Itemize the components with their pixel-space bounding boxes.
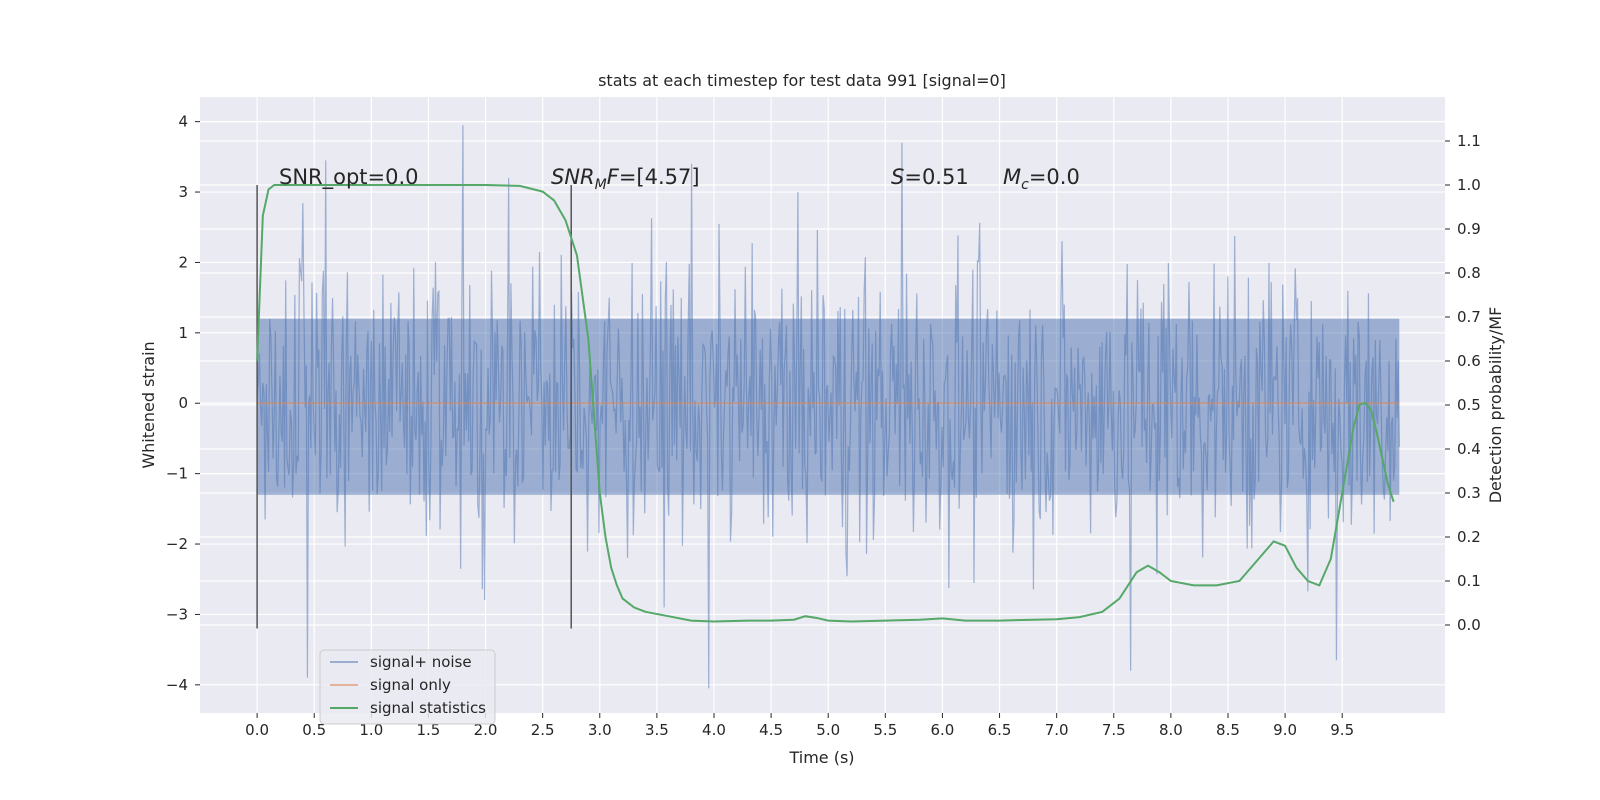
legend-label-signal-noise: signal+ noise [370, 653, 472, 671]
y-right-tick-label: 0.4 [1457, 440, 1481, 458]
y-axis-label-right: Detection probability/MF [1486, 307, 1505, 504]
legend-box [319, 649, 496, 725]
x-tick-label: 9.0 [1273, 721, 1297, 739]
vlines [256, 185, 572, 629]
legend-label-signal-only: signal only [370, 676, 451, 694]
y-right-tick-label: 0.7 [1457, 308, 1481, 326]
y-right-tick-label: 0.0 [1457, 616, 1481, 634]
annotation-snr-mf-sub: M [595, 177, 607, 193]
signal-statistics-series [256, 184, 1395, 623]
signal-noise-line [256, 125, 1400, 689]
x-tick-label: 5.5 [873, 721, 897, 739]
x-tick-label: 2.5 [531, 721, 555, 739]
y-left-tick-label: 2 [178, 253, 188, 271]
y-right-tick-label: 0.6 [1457, 352, 1481, 370]
legend-label-signal-statistics: signal statistics [370, 699, 486, 717]
x-tick-label: 6.0 [931, 721, 955, 739]
legend: signal+ noise signal only signal statist… [319, 649, 496, 725]
y-right-tick-label: 1.0 [1457, 176, 1481, 194]
x-tick-label: 5.0 [816, 721, 840, 739]
annotation-s: S=0.51 [891, 165, 969, 189]
annotation-mc-value: =0.0 [1029, 165, 1080, 189]
y-right-tick-labels: 1.1 1.0 0.9 0.8 0.7 0.6 0.5 0.4 0.3 0.2 0.1 0.0 [1445, 132, 1481, 634]
y-left-tick-label: −4 [166, 676, 188, 694]
y-right-tick-label: 1.1 [1457, 132, 1481, 150]
x-tick-label: 2.0 [474, 721, 498, 739]
y-right-tick-label: 0.3 [1457, 484, 1481, 502]
y-left-tick-label: 1 [178, 324, 188, 342]
y-left-tick-label: 3 [178, 183, 188, 201]
x-tick-label: 6.5 [988, 721, 1012, 739]
annotation-mc: Mc=0.0 [1003, 165, 1080, 193]
x-tick-label: 3.0 [588, 721, 612, 739]
x-tick-label: 0.0 [245, 721, 269, 739]
y-right-tick-label: 0.1 [1457, 572, 1481, 590]
y-right-tick-label: 0.8 [1457, 264, 1481, 282]
x-tick-label: 1.0 [359, 721, 383, 739]
y-left-tick-label: −1 [166, 465, 188, 483]
chart-title: stats at each timestep for test data 991… [598, 71, 1006, 90]
y-left-tick-label: 4 [178, 113, 188, 131]
x-tick-label: 7.5 [1102, 721, 1126, 739]
annotation-snr-mf-label: SNR [551, 165, 595, 189]
y-right-tick-label: 0.5 [1457, 396, 1481, 414]
x-tick-label: 7.0 [1045, 721, 1069, 739]
annotation-snr-opt: SNR_opt=0.0 [279, 165, 419, 190]
annotation-mc-label: M [1003, 165, 1021, 189]
x-tick-label: 4.5 [759, 721, 783, 739]
y-axis-label-left: Whitened strain [139, 341, 158, 468]
signal-noise-series [256, 125, 1400, 689]
signal-statistics-line [256, 184, 1395, 623]
y-left-tick-label: −3 [166, 605, 188, 623]
x-tick-label: 0.5 [302, 721, 326, 739]
x-tick-label: 8.5 [1216, 721, 1240, 739]
x-tick-label: 1.5 [417, 721, 441, 739]
y-left-tick-labels: 4 3 2 1 0 −1 −2 −3 −4 [166, 113, 200, 694]
annotation-mc-sub: c [1021, 177, 1029, 193]
x-tick-label: 3.5 [645, 721, 669, 739]
annotation-snr-mf-value: =[4.57] [619, 165, 700, 189]
x-tick-label: 9.5 [1330, 721, 1354, 739]
annotation-snr-mf-label2: F [607, 165, 620, 189]
annotation-snr-mf: SNRMF=[4.57] [551, 165, 700, 193]
annotation-s-value: =0.51 [904, 165, 968, 189]
x-tick-label: 8.0 [1159, 721, 1183, 739]
y-right-tick-label: 0.9 [1457, 220, 1481, 238]
y-left-tick-label: 0 [178, 394, 188, 412]
x-tick-labels: 0.0 0.5 1.0 1.5 2.0 2.5 3.0 3.5 4.0 4.5 5.0 5.5 6.0 6… [245, 713, 1354, 739]
x-axis-label: Time (s) [788, 748, 854, 767]
y-left-tick-label: −2 [166, 535, 188, 553]
x-tick-label: 4.0 [702, 721, 726, 739]
y-right-tick-label: 0.2 [1457, 528, 1481, 546]
annotation-s-label: S [891, 165, 904, 189]
